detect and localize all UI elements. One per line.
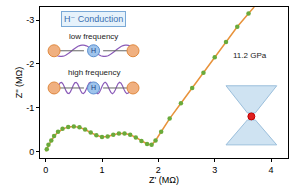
svg-text:-3: -3 — [26, 15, 34, 25]
svg-text:Z'' (MΩ): Z'' (MΩ) — [14, 67, 24, 99]
svg-text:-1: -1 — [26, 103, 34, 113]
svg-text:-2: -2 — [26, 59, 34, 69]
svg-text:Z' (MΩ): Z' (MΩ) — [149, 175, 179, 185]
svg-text:2: 2 — [156, 165, 161, 175]
svg-text:3: 3 — [212, 165, 217, 175]
svg-text:0: 0 — [29, 147, 34, 157]
svg-text:H: H — [91, 84, 96, 91]
svg-text:0: 0 — [43, 165, 48, 175]
svg-text:1: 1 — [99, 165, 104, 175]
svg-text:H⁻ Conduction: H⁻ Conduction — [64, 14, 123, 24]
svg-text:H: H — [91, 47, 96, 54]
svg-text:low frequency: low frequency — [69, 32, 118, 41]
svg-text:high frequency: high frequency — [68, 68, 120, 77]
svg-text:11.2 GPa: 11.2 GPa — [233, 51, 267, 60]
svg-text:4: 4 — [269, 165, 274, 175]
